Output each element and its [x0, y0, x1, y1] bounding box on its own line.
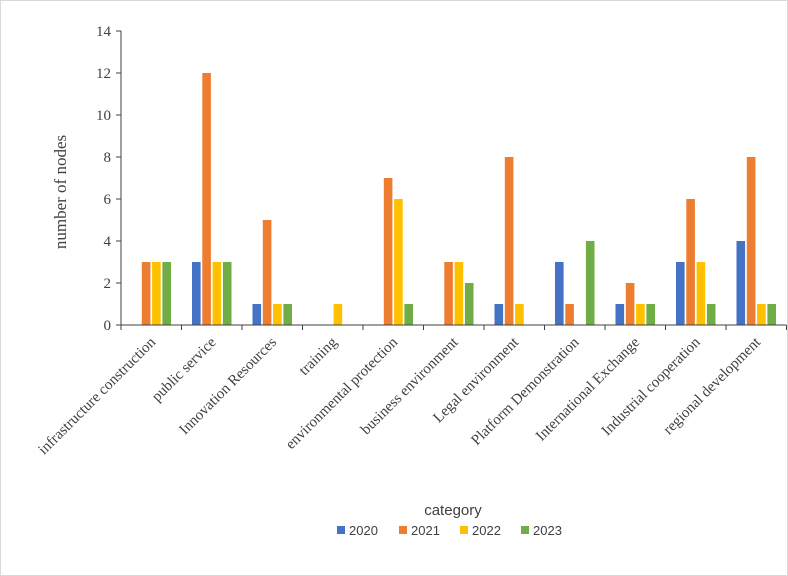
category-label: training	[296, 334, 341, 379]
y-tick-label: 0	[104, 318, 112, 334]
bar-2020-3	[252, 304, 262, 325]
bar-2021-9	[625, 283, 635, 325]
legend: 2020 2021 2022 2023	[337, 523, 562, 538]
bar-2021-10	[686, 199, 695, 325]
y-axis-title: number of nodes	[51, 135, 70, 249]
y-axis-ticks: 0 2 4 6 8 10 12 14	[96, 24, 121, 334]
bar-2022-10	[696, 262, 706, 325]
bar-2022-1	[152, 262, 161, 325]
bar-2020-10	[676, 262, 685, 325]
bar-2022-3	[273, 304, 282, 325]
category-label: International Exchange	[533, 334, 643, 444]
bar-2021-11	[746, 157, 756, 325]
bar-2021-8	[565, 304, 574, 325]
y-tick-label: 14	[96, 24, 112, 40]
bar-2021-7	[504, 157, 514, 325]
bar-2022-9	[636, 304, 645, 325]
legend-label: 2021	[411, 523, 440, 538]
x-axis-title: category	[424, 502, 482, 519]
bar-2020-8	[555, 262, 564, 325]
category-label: environmental protection	[283, 334, 402, 453]
bar-2023-11	[767, 304, 776, 325]
category-label: infrastructure construction	[36, 334, 160, 458]
bar-2022-2	[212, 262, 222, 325]
y-tick-label: 10	[96, 108, 111, 124]
y-tick-label: 6	[104, 192, 112, 208]
y-tick-label: 8	[104, 150, 112, 166]
legend-label: 2022	[472, 523, 501, 538]
bar-2020-2	[192, 262, 201, 325]
bar-2023-10	[706, 304, 716, 325]
bar-2023-6	[464, 283, 474, 325]
bar-2020-11	[736, 241, 746, 325]
x-axis-ticks	[120, 325, 787, 330]
bar-2022-6	[454, 262, 464, 325]
bar-2022-11	[757, 304, 766, 325]
bar-2021-3	[262, 220, 272, 325]
bar-2023-8	[585, 241, 595, 325]
bar-2023-2	[222, 262, 232, 325]
bar-2021-2	[202, 73, 211, 325]
legend-swatch	[460, 526, 468, 534]
bar-2023-1	[162, 262, 171, 325]
legend-swatch	[521, 526, 529, 534]
legend-swatch	[399, 526, 407, 534]
bars	[141, 73, 776, 325]
bar-2023-5	[404, 304, 413, 325]
y-tick-label: 12	[96, 66, 111, 82]
bar-2022-7	[515, 304, 524, 325]
bar-2021-1	[141, 262, 151, 325]
bar-2023-9	[646, 304, 655, 325]
bar-2023-3	[283, 304, 292, 325]
legend-label: 2023	[533, 523, 562, 538]
category-label: Platform Demonstration	[468, 334, 582, 448]
bar-2022-4	[333, 304, 343, 325]
y-tick-label: 4	[104, 234, 112, 250]
legend-swatch	[337, 526, 345, 534]
bar-2021-5	[383, 178, 393, 325]
bar-2021-6	[444, 262, 453, 325]
bar-2022-5	[394, 199, 403, 325]
bar-2020-9	[615, 304, 625, 325]
bar-2020-7	[494, 304, 504, 325]
y-tick-label: 2	[104, 276, 112, 292]
legend-label: 2020	[349, 523, 378, 538]
category-label: Industrial cooperation	[599, 334, 704, 439]
